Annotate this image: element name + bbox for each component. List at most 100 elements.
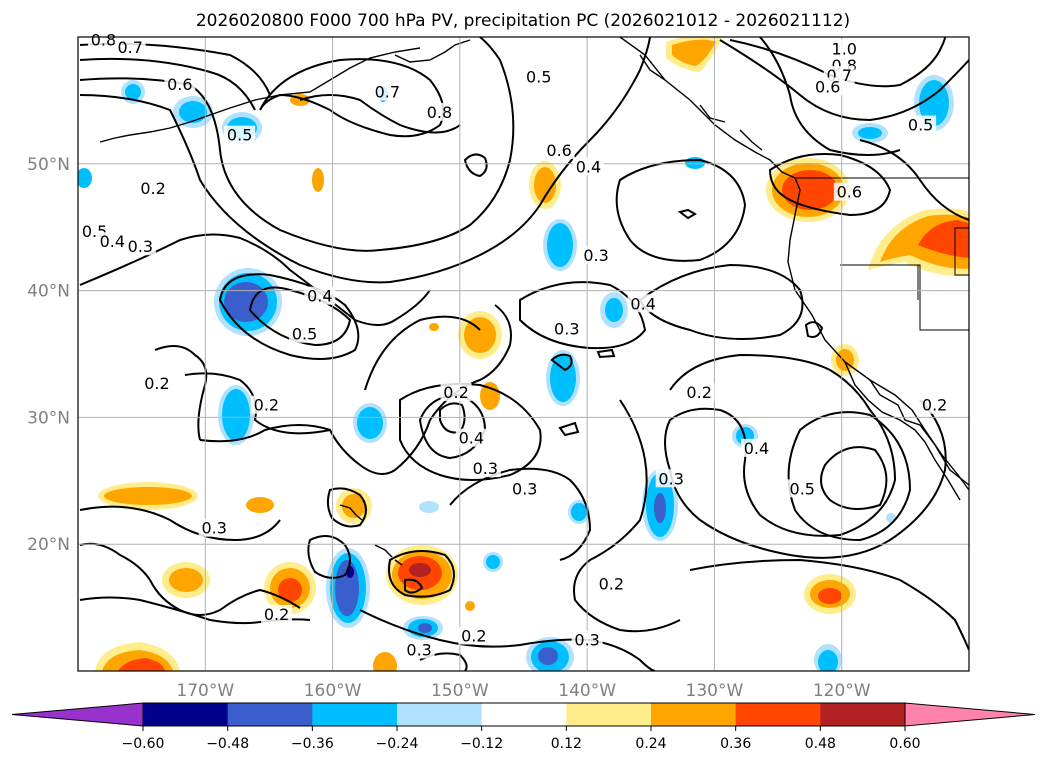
pv-contour [615, 158, 747, 262]
contour-label-text: 0.4 [307, 287, 332, 306]
contour-label-text: 0.2 [686, 383, 711, 402]
pv-contour [677, 208, 698, 220]
contour-label: 0.4 [627, 294, 659, 313]
contour-label: 0.2 [683, 383, 715, 402]
precip-anomaly-negative [605, 298, 623, 322]
coastline-baja-california [844, 361, 961, 501]
contour-label-text: 0.6 [546, 141, 571, 160]
precip-anomaly-positive-southwest-corner [95, 642, 180, 671]
longitude-tick-label: 150°W [431, 681, 489, 701]
contour-label-text: 0.2 [461, 626, 486, 645]
contour-label: 0.5 [786, 479, 818, 498]
coastline-hawaii [339, 504, 403, 566]
contour-label: 0.3 [124, 237, 156, 256]
contour-label: 0.6 [812, 77, 844, 96]
coastline-aleutians [99, 47, 421, 143]
colorbar-bin [651, 703, 737, 726]
colorbar-tick-label: −0.36 [291, 736, 334, 752]
contour-label-text: 0.4 [459, 429, 484, 448]
pv-contour [449, 467, 592, 561]
contour-label: 0.5 [289, 324, 321, 344]
contour-label: 0.4 [572, 157, 604, 176]
colorbar-tick-label: −0.24 [376, 736, 419, 752]
contour-label-text: 1.0 [832, 39, 857, 58]
contour-label: 0.6 [164, 74, 196, 94]
pv-contour [199, 304, 512, 475]
contour-label: 0.7 [371, 82, 403, 102]
precip-anomaly-negative-central-pacific [214, 268, 282, 336]
pv-contour [79, 505, 281, 542]
contour-label: 0.3 [571, 630, 603, 649]
colorbar-tick-label: 0.36 [720, 736, 751, 752]
precipitation-shading [78, 37, 969, 671]
contour-label: 0.6 [833, 182, 865, 202]
latitude-tick-label: 30°N [27, 408, 70, 428]
contour-label-text: 0.3 [554, 320, 579, 339]
precip-anomaly-gulf-of-alaska [666, 37, 722, 72]
longitude-tick-label: 130°W [686, 681, 744, 701]
contour-label: 0.3 [469, 459, 501, 478]
contour-label: 0.2 [261, 604, 293, 624]
contour-label-text: 0.3 [201, 519, 226, 538]
contour-label-text: 0.3 [512, 479, 537, 498]
precip-anomaly-negative [858, 127, 882, 139]
colorbar-tick-label: −0.12 [460, 736, 503, 752]
colorbar-tick-label: 0.12 [551, 736, 582, 752]
precip-anomaly-positive [818, 588, 842, 604]
precip-anomaly-negative [418, 623, 432, 633]
precip-anomaly-positive [373, 652, 397, 671]
contour-label-text: 0.6 [167, 75, 192, 94]
pv-contour [859, 139, 969, 221]
contour-label-text: 0.2 [922, 396, 947, 415]
precip-anomaly-positive [429, 323, 439, 331]
contour-label: 0.7 [114, 38, 146, 57]
contour-label-text: 0.3 [658, 469, 683, 488]
map-title: 2026020800 F000 700 hPa PV, precipitatio… [196, 11, 850, 31]
precip-anomaly-negative [685, 157, 705, 169]
pv-contour [768, 153, 892, 217]
colorbar-bin [566, 703, 652, 726]
contour-label-text: 0.3 [574, 630, 599, 649]
precip-anomaly-negative [547, 223, 573, 267]
colorbar-bin [735, 703, 821, 726]
contour-label-text: 0.5 [227, 126, 252, 145]
contour-label-text: 0.7 [375, 83, 400, 102]
precip-anomaly-negative [357, 407, 383, 439]
contour-label: 0.4 [455, 428, 487, 448]
contour-label: 0.3 [509, 479, 541, 498]
contour-label: 0.3 [403, 640, 435, 659]
coastline-north-america [619, 37, 969, 491]
contour-label-text: 0.2 [254, 396, 279, 415]
contour-label: 0.4 [304, 286, 336, 306]
contour-label: 0.4 [740, 438, 772, 458]
precip-anomaly-positive [246, 497, 274, 513]
precip-anomaly-negative-south [526, 637, 574, 671]
colorbar-tick-label: −0.48 [206, 736, 249, 752]
precip-anomaly-negative [571, 503, 587, 521]
contour-label-text: 0.3 [406, 640, 431, 659]
contour-label: 0.3 [198, 518, 230, 538]
pv-contours [79, 37, 969, 671]
colorbar-bin [481, 703, 567, 726]
contour-label: 0.6 [543, 140, 575, 160]
contour-label-text: 0.8 [427, 103, 452, 122]
contour-label-text: 0.5 [908, 115, 933, 134]
contour-label-text: 0.4 [744, 439, 769, 458]
contour-label: 1.0 [828, 39, 860, 58]
pv-contour [359, 609, 656, 671]
colorbar-tick-label: 0.60 [889, 736, 920, 752]
pv-contour [79, 37, 651, 284]
pv-contour [719, 39, 969, 122]
pv-contour [307, 535, 351, 579]
colorbar-bin [312, 703, 398, 726]
colorbar-tick-label: −0.60 [122, 736, 165, 752]
pv-contour [388, 550, 455, 598]
contour-label-text: 0.7 [117, 38, 142, 57]
pv-contour [664, 353, 947, 559]
contour-label-text: 0.4 [100, 232, 125, 251]
pv-contour [729, 37, 946, 88]
pv-contour [439, 402, 466, 434]
precip-anomaly-great-basin [868, 208, 969, 277]
precip-anomaly-positive [342, 494, 366, 518]
